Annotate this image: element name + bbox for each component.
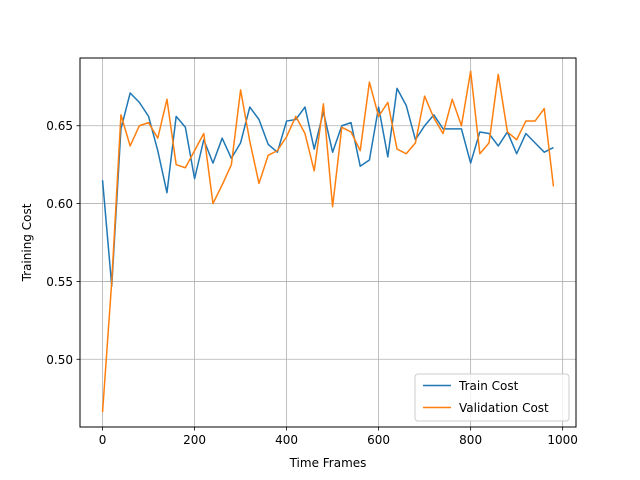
x-tick-label: 0	[99, 433, 107, 447]
y-axis-ticks: 0.50 0.55 0.60 0.65	[46, 119, 80, 367]
x-tick-label: 400	[275, 433, 298, 447]
legend-label-train-cost: Train Cost	[458, 379, 519, 393]
plot-frame	[79, 57, 577, 428]
x-axis-label: Time Frames	[289, 456, 367, 470]
x-tick-label: 1000	[547, 433, 578, 447]
legend-label-validation-cost: Validation Cost	[459, 401, 549, 415]
legend-box	[414, 373, 570, 422]
grid-lines	[80, 58, 576, 427]
x-tick-label: 600	[367, 433, 390, 447]
x-axis-ticks: 0 200 400 600 800 1000	[99, 427, 578, 447]
y-tick-label: 0.65	[46, 119, 73, 133]
y-tick-label: 0.55	[46, 275, 73, 289]
y-tick-label: 0.50	[46, 353, 73, 367]
legend: Train Cost Validation Cost	[414, 373, 570, 422]
y-tick-label: 0.60	[46, 197, 73, 211]
x-tick-label: 800	[459, 433, 482, 447]
series-line-validation-cost	[101, 70, 555, 413]
x-tick-label: 200	[183, 433, 206, 447]
series-lines	[101, 70, 555, 413]
y-axis-label: Training Cost	[20, 203, 34, 282]
